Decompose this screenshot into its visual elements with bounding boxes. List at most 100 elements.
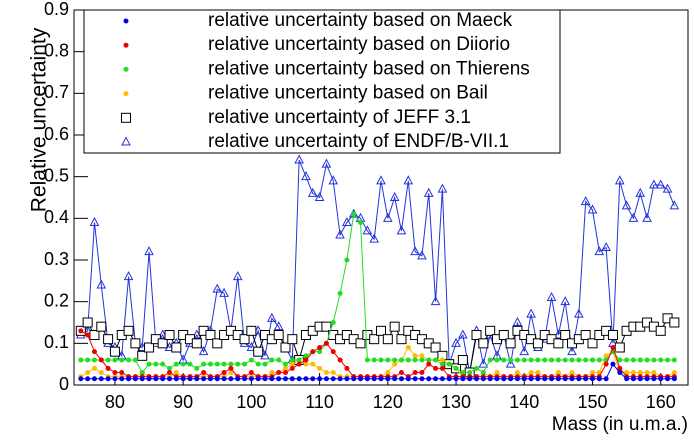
marker-dot [180,376,186,382]
marker-dot [419,353,425,359]
marker-dot [535,370,541,375]
marker-dot [514,357,520,363]
marker-square [157,338,168,349]
x-axis-label: Mass (in u.m.a.) [552,414,688,435]
marker-dot [337,290,343,296]
marker-dot [637,376,643,382]
marker-dot [521,376,527,382]
marker-triangle [526,308,536,318]
marker-triangle [328,175,339,185]
marker-dot [644,370,650,375]
y-tick-label: 0.3 [44,249,69,269]
marker-dot [303,357,309,363]
marker-dot [194,365,200,371]
series-line [80,363,675,380]
marker-triangle [546,291,557,301]
marker-dot [371,357,377,363]
marker-dot [221,376,227,382]
marker-dot [214,361,220,367]
marker-triangle [198,346,209,356]
marker-square [382,334,393,345]
marker-dot [671,376,677,382]
marker-dot [187,376,193,382]
marker-dot [228,361,234,367]
marker-dot [282,361,288,367]
series-group [75,313,680,378]
marker-dot [589,357,595,363]
marker-dot [303,361,309,367]
marker-dot [528,357,534,363]
marker-dot [167,370,173,375]
x-tick-label: 100 [236,392,266,412]
marker-triangle [389,191,400,201]
marker-triangle [267,312,277,322]
marker-square [109,346,120,357]
marker-dot [153,361,159,367]
marker-square [376,325,386,336]
marker-dot [119,357,125,363]
marker-dot [460,376,466,382]
marker-dot [289,361,295,367]
marker-dot [173,361,179,367]
legend: relative uncertainty based on Maeck relat… [83,9,561,154]
marker-dot [398,376,404,382]
marker-dot [583,357,589,363]
marker-dot [487,357,493,363]
marker-dot [112,376,118,382]
marker-dot [323,370,329,375]
marker-dot [105,376,111,382]
marker-dot [248,370,254,375]
marker-triangle [594,246,605,256]
marker-dot [569,376,575,382]
y-tick-label: 0 [59,374,69,394]
marker-triangle [273,321,284,331]
marker-dot [310,361,316,367]
x-tick-label: 90 [173,392,193,412]
marker-dot [467,370,473,375]
marker-dot [323,340,329,346]
marker-dot [323,376,329,382]
marker-dot [385,370,391,375]
marker-triangle [587,204,598,214]
marker-triangle [369,233,380,243]
marker-square [280,342,291,353]
marker-dot [392,361,398,367]
marker-triangle [635,187,646,197]
marker-dot [112,357,118,363]
marker-dot [126,376,132,382]
marker-dot [330,370,336,375]
marker-square [655,325,666,336]
marker-dot [535,357,541,363]
marker-dot [201,361,207,367]
marker-dot [317,345,323,350]
marker-dot [624,370,630,375]
marker-dot [644,376,650,382]
legend-box [83,9,561,154]
marker-triangle [458,329,468,339]
y-tick-label: 0.6 [44,124,69,144]
marker-dot [235,361,241,367]
marker-dot [255,376,261,382]
marker-square [580,330,591,340]
marker-triangle [478,358,489,368]
marker-triangle [382,212,393,222]
x-tick-label: 150 [577,392,607,412]
marker-dot [576,376,582,382]
legend-label: relative uncertainty based on Thierens [208,58,530,79]
marker-dot [671,370,677,375]
marker-triangle [410,246,420,256]
marker-dot [112,370,118,375]
marker-dot [603,376,609,382]
marker-square [471,330,482,340]
marker-dot [474,376,480,382]
marker-dot [317,349,323,355]
marker-dot [439,365,445,371]
marker-dot [289,357,295,363]
marker-dot [98,370,104,375]
y-tick-label: 0.5 [44,165,69,185]
marker-dot [433,376,439,382]
marker-dot [303,376,309,382]
marker-dot [412,353,418,359]
y-tick-label: 0.4 [44,207,69,227]
